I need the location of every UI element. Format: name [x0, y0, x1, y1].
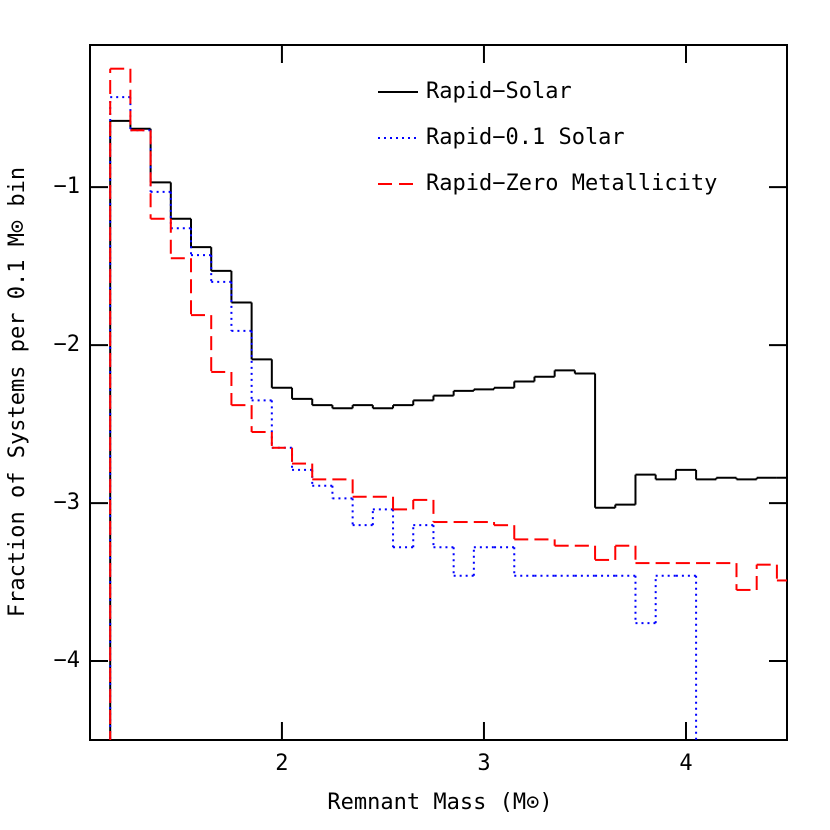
legend-label: Rapid−0.1 Solar — [426, 125, 625, 150]
x-axis-label: Remnant Mass (M⊙) — [327, 790, 552, 815]
y-tick-label: −3 — [54, 490, 81, 515]
plot-frame — [89, 44, 788, 741]
legend-label: Rapid−Solar — [426, 79, 572, 104]
y-tick-label: −2 — [54, 332, 81, 357]
y-tick-label: −1 — [54, 174, 81, 199]
y-tick-label: −4 — [54, 648, 81, 673]
x-tick-label: 4 — [679, 751, 692, 776]
x-tick-label: 3 — [477, 751, 490, 776]
x-tick-label: 2 — [275, 751, 288, 776]
legend-label: Rapid−Zero Metallicity — [426, 171, 717, 196]
y-axis-label: Fraction of Systems per 0.1 M⊙ bin — [5, 167, 30, 617]
plot-area — [109, 67, 787, 740]
